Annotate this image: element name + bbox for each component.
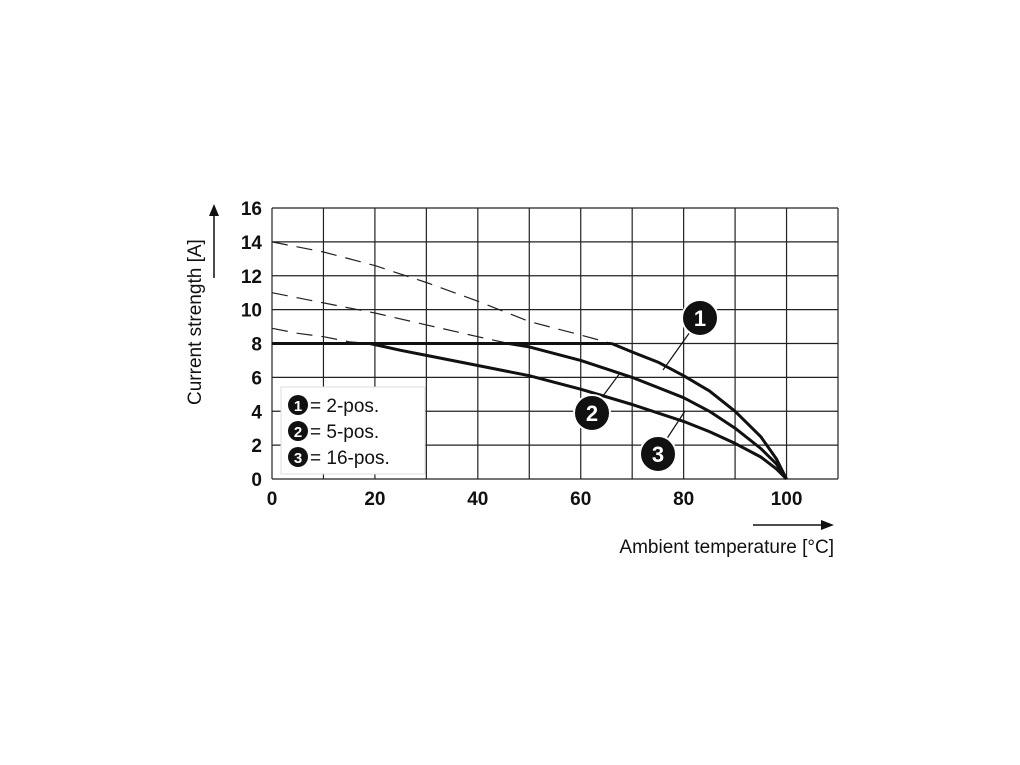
y-axis-arrow [209, 204, 219, 278]
x-tick-label: 80 [673, 489, 694, 510]
callout-leader-3 [665, 410, 686, 441]
x-axis-title: Ambient temperature [°C] [619, 537, 834, 558]
legend-badge-2 [288, 421, 308, 441]
callout-badge-3 [639, 435, 677, 473]
y-tick-label: 2 [251, 436, 262, 457]
legend-badge-3 [288, 447, 308, 467]
x-tick-label: 100 [771, 489, 803, 510]
series-2-derating-curve [508, 342, 788, 480]
y-tick-labels: 0 2 4 6 8 10 12 14 16 [241, 199, 263, 491]
series-1-extrapolated-line [271, 241, 612, 345]
callout-3: 3 [639, 410, 686, 473]
legend-item-2: 2 = 5-pos. [288, 421, 379, 443]
y-tick-label: 8 [251, 335, 262, 356]
callout-leader-2 [599, 372, 621, 401]
callout-number-2: 2 [586, 401, 598, 426]
series-layer [271, 241, 788, 481]
series-1-derating-curve [611, 342, 788, 480]
callout-1: 1 [662, 299, 719, 371]
y-tick-label: 14 [241, 233, 263, 254]
y-tick-label: 10 [241, 301, 262, 322]
y-tick-label: 0 [251, 470, 262, 491]
legend-badge-1 [288, 395, 308, 415]
legend-label: = 2-pos. [310, 396, 379, 417]
y-tick-label: 6 [251, 368, 262, 389]
legend-badge-number: 1 [294, 398, 302, 415]
legend: 1 = 2-pos. 2 = 5-pos. 3 = 16-pos. [280, 386, 426, 475]
x-axis-arrow [753, 520, 834, 530]
series-3-extrapolated-line [271, 327, 370, 345]
callout-leader-1 [662, 331, 691, 371]
x-tick-label: 60 [570, 489, 591, 510]
callout-badge-2 [573, 394, 611, 432]
legend-badge-number: 3 [294, 450, 302, 467]
legend-label: = 5-pos. [310, 422, 379, 443]
legend-label: = 16-pos. [310, 448, 390, 469]
y-axis-title: Current strength [A] [185, 239, 206, 405]
x-tick-label: 20 [364, 489, 385, 510]
callout-badge-1 [681, 299, 719, 337]
x-tick-labels: 0 20 40 60 80 100 [267, 489, 803, 510]
legend-item-1: 1 = 2-pos. [288, 395, 379, 417]
callout-2: 2 [573, 372, 621, 432]
legend-item-3: 3 = 16-pos. [288, 447, 390, 469]
series-2-extrapolated-line [271, 292, 509, 345]
x-tick-label: 40 [467, 489, 488, 510]
x-tick-label: 0 [267, 489, 278, 510]
y-tick-label: 12 [241, 267, 262, 288]
y-tick-label: 4 [251, 402, 262, 423]
legend-badge-number: 2 [294, 424, 302, 441]
callout-number-1: 1 [694, 306, 706, 331]
series-3-derating-curve [369, 342, 788, 481]
y-tick-label: 16 [241, 199, 262, 220]
callout-number-3: 3 [652, 442, 664, 467]
